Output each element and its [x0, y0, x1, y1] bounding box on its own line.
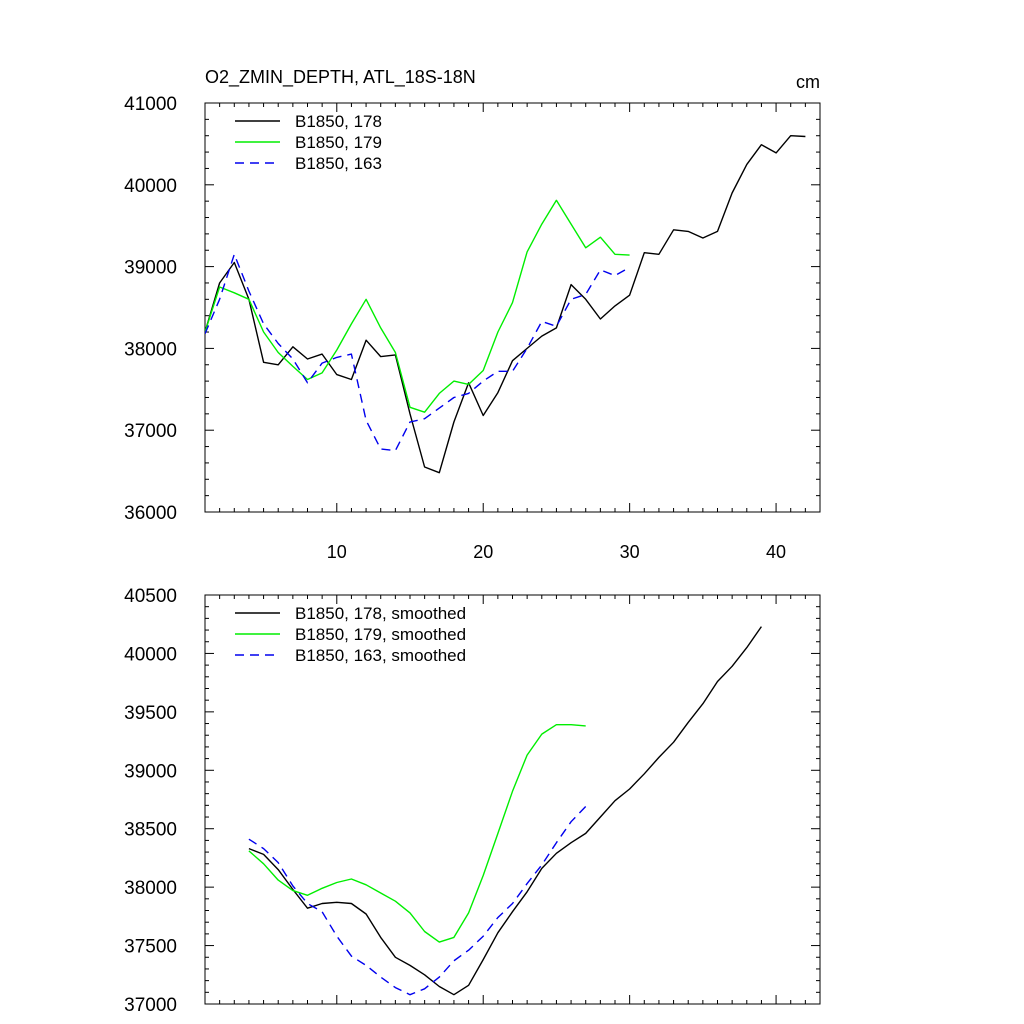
y-tick-label: 39000 — [124, 258, 177, 279]
x-tick-label: 20 — [473, 542, 493, 562]
y-tick-label: 36000 — [124, 503, 177, 524]
series-line-0 — [205, 134, 806, 474]
series-line-1 — [205, 199, 630, 413]
y-tick-label: 39500 — [124, 703, 177, 724]
series-line-2 — [248, 806, 587, 996]
top-panel: 10 20 30 40 36000 37000 38000 39000 40000 41000 O2… — [124, 67, 821, 562]
legend-label-2: B1850, 163 — [295, 154, 382, 173]
x-tick-label: 30 — [620, 542, 640, 562]
y-tick-label: 37000 — [124, 421, 177, 442]
x-tick-label: 10 — [327, 542, 347, 562]
x-tick-label: 40 — [766, 542, 786, 562]
legend-label-1: B1850, 179 — [295, 133, 382, 152]
y-tick-label: 37500 — [124, 937, 177, 958]
y-tick-label: 38000 — [124, 878, 177, 899]
series-line-1 — [248, 724, 586, 943]
chart-title: O2_ZMIN_DEPTH, ATL_18S-18N — [205, 67, 476, 88]
legend-label-2: B1850, 163, smoothed — [295, 646, 466, 665]
y-tick-label: 39000 — [124, 761, 177, 782]
y-tick-label: 40000 — [124, 644, 177, 665]
bottom-panel: 37000 37500 38000 38500 39000 39500 40000 40500… — [124, 586, 821, 1016]
y-tick-label: 40000 — [124, 176, 177, 197]
legend-label-1: B1850, 179, smoothed — [295, 625, 466, 644]
units-label: cm — [796, 72, 820, 92]
series-line-0 — [248, 626, 762, 996]
y-tick-label: 41000 — [124, 94, 177, 115]
y-tick-label: 38500 — [124, 820, 177, 841]
legend-label-0: B1850, 178, smoothed — [295, 604, 466, 623]
series-line-2 — [205, 253, 630, 452]
y-tick-label: 40500 — [124, 586, 177, 607]
y-tick-label: 38000 — [124, 339, 177, 360]
legend-label-0: B1850, 178 — [295, 112, 382, 131]
y-tick-label: 37000 — [124, 995, 177, 1016]
